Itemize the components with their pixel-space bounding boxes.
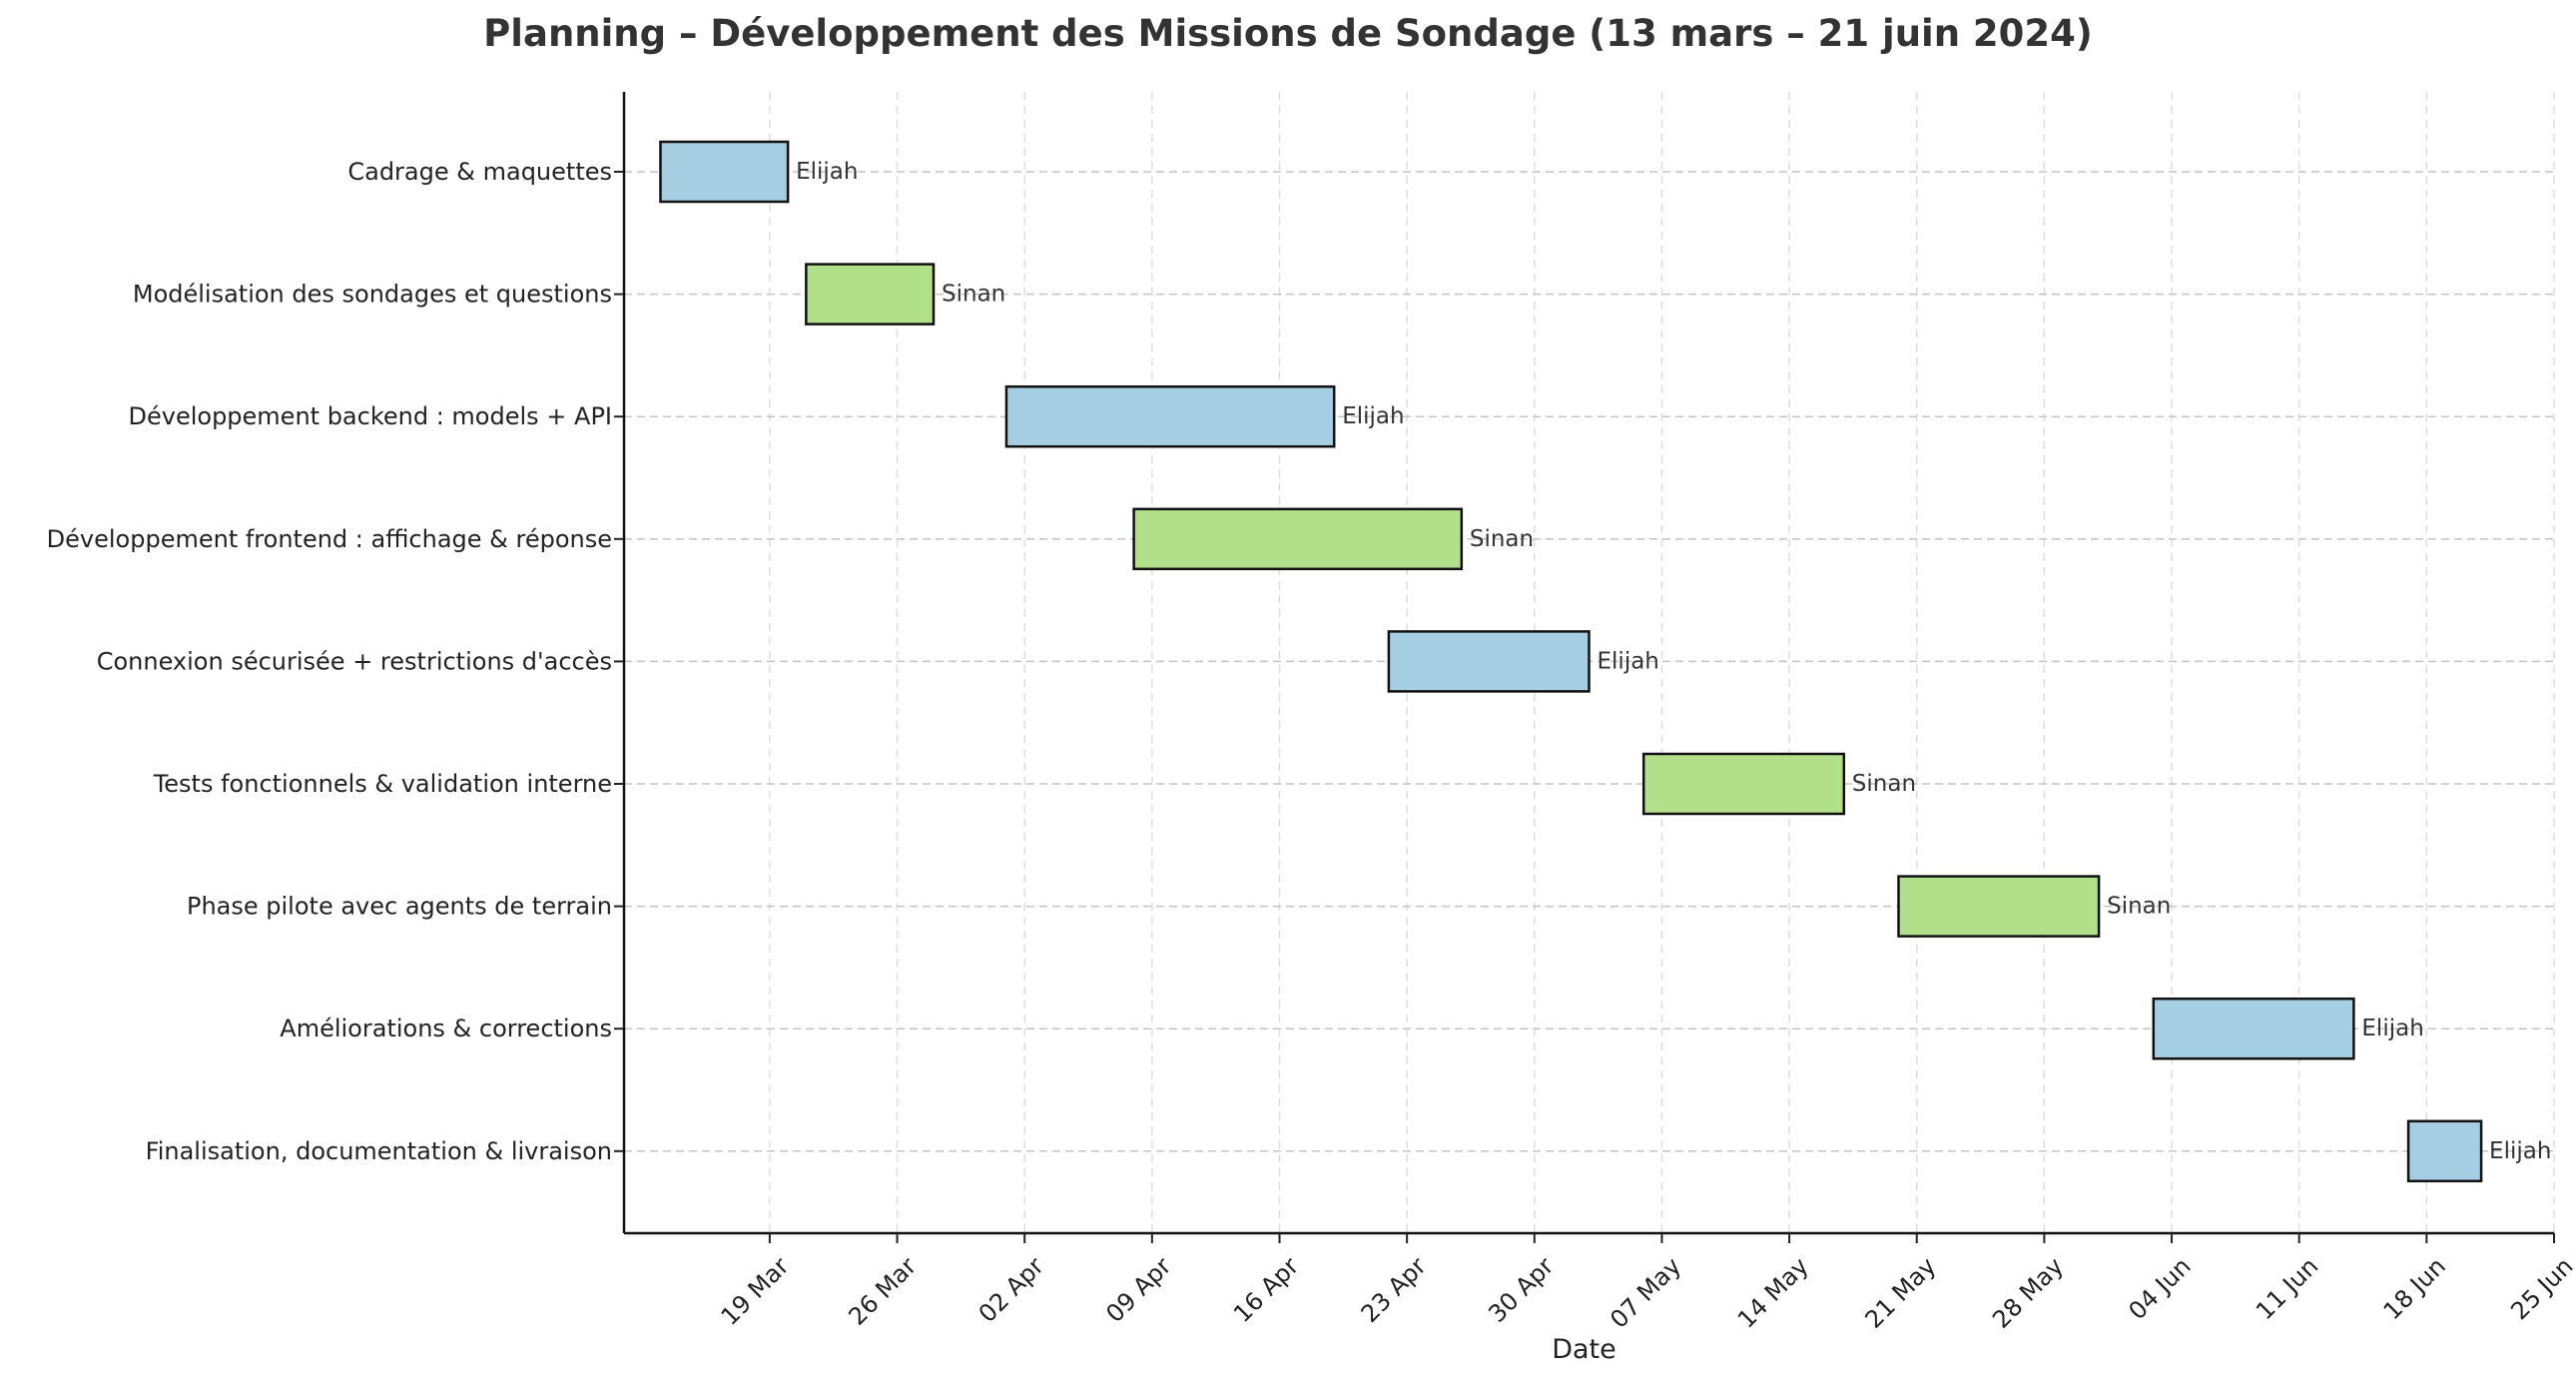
- x-tick-label: 07 May: [1605, 1252, 1686, 1334]
- task-bar: [1387, 630, 1591, 693]
- task-bar: [1132, 507, 1464, 571]
- x-tick-label: 30 Apr: [1483, 1252, 1559, 1328]
- axis-layer: [614, 92, 2555, 1243]
- y-tick-label: Phase pilote avec agents de terrain: [187, 893, 612, 921]
- task-bar: [1004, 384, 1336, 448]
- task-bar: [659, 140, 790, 204]
- x-tick-label: 09 Apr: [1100, 1252, 1176, 1328]
- y-tick-label: Modélisation des sondages et questions: [133, 281, 612, 309]
- task-bar: [2152, 997, 2355, 1060]
- chart-title: Planning – Développement des Missions de…: [483, 12, 2093, 55]
- task-bar: [1641, 752, 1846, 816]
- x-tick-label: 11 Jun: [2251, 1252, 2323, 1325]
- grid-layer: [624, 92, 2555, 1233]
- x-tick-label: 14 May: [1732, 1252, 1814, 1334]
- x-tick-label: 21 May: [1860, 1252, 1942, 1334]
- y-tick-label: Tests fonctionnels & validation interne: [153, 770, 612, 798]
- y-tick-label: Cadrage & maquettes: [347, 158, 612, 186]
- x-tick-label: 04 Jun: [2123, 1252, 2196, 1325]
- y-tick-label: Développement frontend : affichage & rép…: [47, 525, 612, 553]
- x-tick-label: 16 Apr: [1228, 1252, 1304, 1328]
- bar-owner-label: Sinan: [942, 282, 1005, 308]
- x-tick-label: 28 May: [1987, 1252, 2069, 1334]
- x-axis-title: Date: [1552, 1334, 1616, 1365]
- x-tick-label: 19 Mar: [716, 1252, 795, 1331]
- y-tick-label: Développement backend : models + API: [129, 402, 613, 430]
- task-bar: [805, 263, 936, 326]
- bar-owner-label: Elijah: [2361, 1016, 2423, 1041]
- y-tick-label: Connexion sécurisée + restrictions d'acc…: [97, 647, 612, 675]
- bar-owner-label: Sinan: [1470, 526, 1534, 552]
- y-tick-label: Finalisation, documentation & livraison: [146, 1137, 612, 1165]
- bar-owner-label: Elijah: [1598, 648, 1659, 674]
- x-tick-label: 18 Jun: [2378, 1252, 2451, 1325]
- x-tick-label: 26 Mar: [843, 1252, 922, 1331]
- task-bar: [1897, 875, 2101, 938]
- task-bar: [2406, 1119, 2483, 1183]
- y-tick-label: Améliorations & corrections: [280, 1015, 612, 1042]
- bar-owner-label: Elijah: [2489, 1138, 2551, 1164]
- bar-owner-label: Sinan: [1852, 771, 1916, 797]
- bar-owner-label: Elijah: [1342, 403, 1404, 429]
- label-layer: Cadrage & maquettes Elijah Modélisation de…: [47, 158, 2576, 1365]
- x-tick-label: 02 Apr: [973, 1252, 1049, 1328]
- x-tick-label: 23 Apr: [1356, 1252, 1432, 1328]
- x-tick-label: 25 Jun: [2505, 1252, 2576, 1325]
- bar-layer: [659, 140, 2483, 1183]
- bar-owner-label: Elijah: [796, 159, 858, 185]
- bar-owner-label: Sinan: [2107, 894, 2171, 920]
